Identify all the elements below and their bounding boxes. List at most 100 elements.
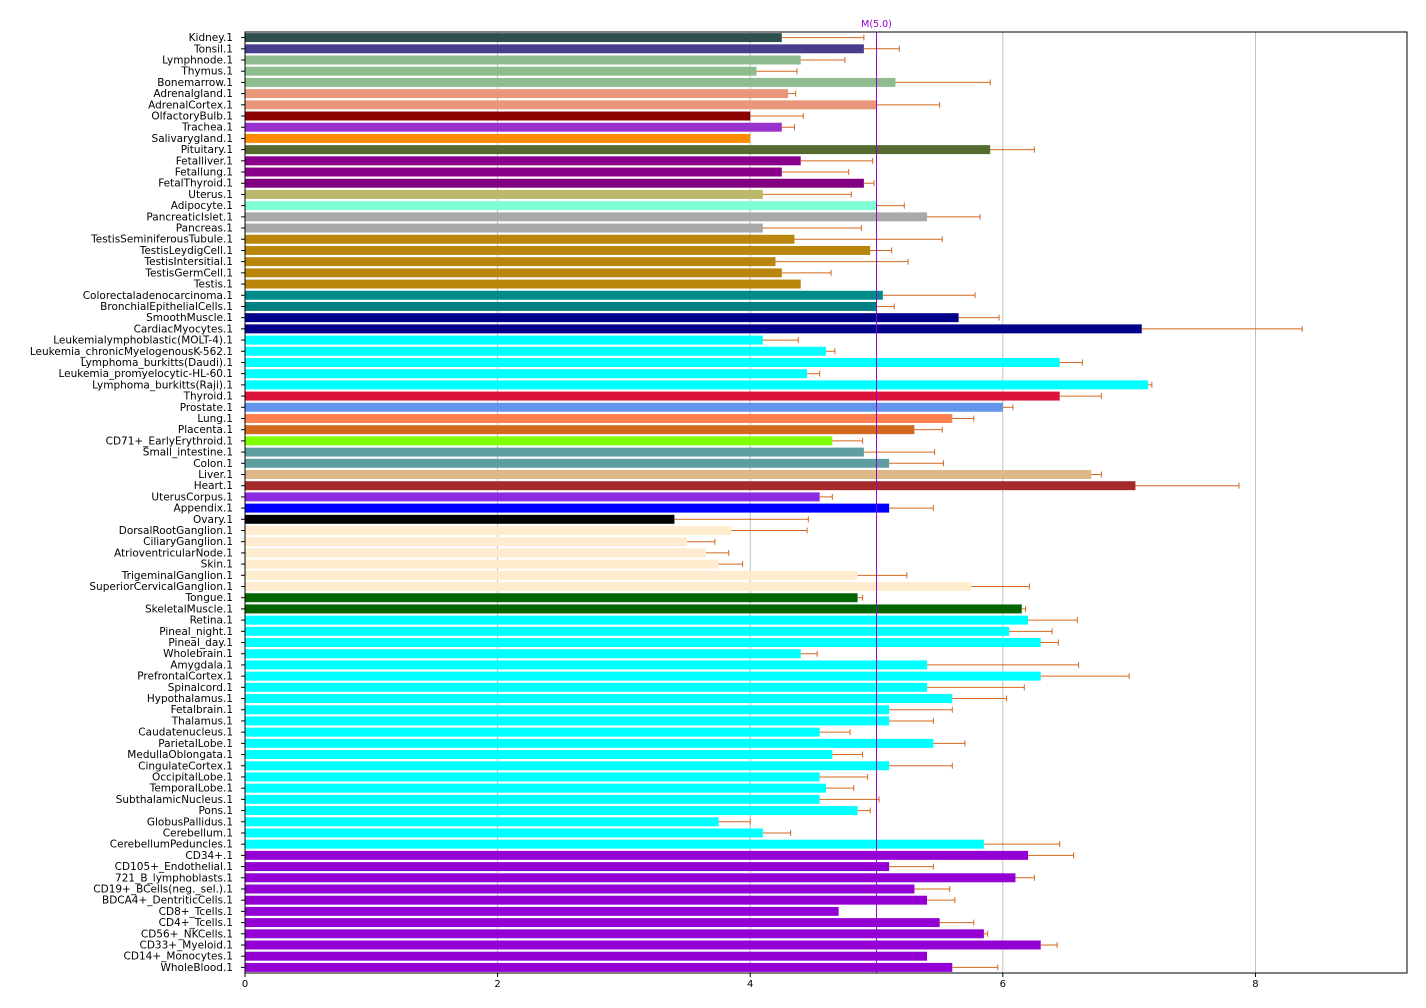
- bar: [245, 716, 890, 726]
- category-label: CD105+_Endothelial.1: [115, 861, 233, 873]
- category-label: CardiacMyocytes.1: [134, 323, 233, 335]
- category-label: DorsalRootGanglion.1: [119, 525, 233, 537]
- bar: [245, 604, 1022, 614]
- category-label: Leukemia_chronicMyelogenousK-562.1: [30, 346, 233, 358]
- category-label: CD34+.1: [185, 850, 233, 862]
- category-label: TestisIntersitial.1: [143, 256, 233, 268]
- bar: [245, 133, 751, 143]
- bar: [245, 671, 1041, 681]
- category-label: Thymus.1: [180, 66, 233, 78]
- bar: [245, 638, 1041, 648]
- bar: [245, 929, 984, 939]
- category-label: TestisSeminiferousTubule.1: [90, 234, 233, 246]
- category-label: GlobusPallidus.1: [147, 816, 233, 828]
- bar: [245, 951, 928, 961]
- category-label: PrefrontalCortex.1: [137, 671, 233, 683]
- bar: [245, 682, 928, 692]
- category-label: Testis.1: [193, 279, 233, 291]
- category-label: CD4+_Tcells.1: [159, 917, 233, 929]
- category-label: CiliaryGanglion.1: [143, 536, 233, 548]
- category-label: SubthalamicNucleus.1: [116, 794, 233, 806]
- bar: [245, 89, 789, 99]
- category-label: CD14+_Monocytes.1: [124, 951, 233, 963]
- category-label: Trachea.1: [181, 122, 233, 134]
- category-label: Skin.1: [201, 559, 233, 571]
- category-label: Hypothalamus.1: [147, 693, 233, 705]
- category-label: OlfactoryBulb.1: [151, 111, 233, 123]
- category-label: CD8+_Tcells.1: [159, 906, 233, 918]
- category-label: Amygdala.1: [170, 659, 233, 671]
- category-label: Liver.1: [198, 469, 233, 481]
- category-label: PancreaticIslet.1: [146, 211, 233, 223]
- bar: [245, 391, 1060, 401]
- bar: [245, 817, 719, 827]
- bar: [245, 526, 732, 535]
- bar: [245, 783, 826, 793]
- bar: [245, 436, 833, 446]
- category-label: Tonsil.1: [193, 43, 233, 55]
- bar: [245, 201, 877, 211]
- category-label: Heart.1: [194, 480, 233, 492]
- category-label: Pons.1: [198, 805, 233, 817]
- bar: [245, 559, 719, 569]
- bar: [245, 705, 890, 715]
- bar: [245, 481, 1136, 491]
- bar: [245, 156, 801, 166]
- category-label: Adrenalgland.1: [153, 88, 233, 100]
- category-label: Lung.1: [197, 413, 233, 425]
- bar: [245, 828, 763, 838]
- bar: [245, 223, 763, 233]
- category-label: Kidney.1: [189, 32, 233, 44]
- x-tick-label: 6: [1000, 979, 1006, 990]
- category-label: Pituitary.1: [181, 144, 233, 156]
- bar: [245, 940, 1041, 950]
- bar: [245, 77, 896, 87]
- bar: [245, 492, 820, 502]
- category-label: Pineal_day.1: [168, 637, 233, 649]
- x-tick-label: 8: [1252, 979, 1258, 990]
- bar: [245, 873, 1016, 883]
- category-label: Spinalcord.1: [168, 682, 233, 694]
- category-label: Salivarygland.1: [152, 133, 233, 145]
- category-label: Lymphoma_burkitts(Daudi).1: [81, 357, 233, 369]
- bar: [245, 761, 890, 771]
- bar: [245, 582, 972, 591]
- bar: [245, 257, 776, 267]
- category-label: Colon.1: [193, 458, 233, 470]
- bar: [245, 470, 1092, 479]
- bar: [245, 962, 953, 972]
- bar: [245, 906, 839, 916]
- bar: [245, 727, 820, 737]
- category-label: CingulateCortex.1: [138, 760, 233, 772]
- bar: [245, 335, 763, 345]
- bar: [245, 313, 959, 323]
- bars: [245, 33, 1149, 972]
- bar: [245, 212, 928, 222]
- bar: [245, 649, 801, 659]
- category-label: Leukemia_promyelocytic-HL-60.1: [58, 368, 233, 380]
- bar: [245, 324, 1142, 334]
- bar: [245, 100, 877, 110]
- category-label: Adipocyte.1: [171, 200, 233, 212]
- bar: [245, 346, 826, 356]
- bar: [245, 570, 858, 580]
- bar: [245, 806, 858, 816]
- bar: [245, 772, 820, 782]
- bar: [245, 380, 1149, 390]
- category-label: Fetalbrain.1: [171, 704, 233, 716]
- category-label: Leukemialymphoblastic(MOLT-4).1: [53, 335, 233, 347]
- bar: [245, 794, 820, 804]
- bar: [245, 895, 928, 905]
- category-label: AtrioventricularNode.1: [114, 547, 233, 559]
- bar: [245, 301, 877, 311]
- bar: [245, 615, 1029, 625]
- bar: [245, 33, 782, 43]
- bar: [245, 660, 928, 670]
- bar: [245, 626, 1010, 636]
- bar: [245, 122, 782, 132]
- category-label: Wholebrain.1: [163, 648, 233, 660]
- category-label: Lymphnode.1: [162, 55, 233, 67]
- bar: [245, 425, 915, 435]
- category-label: UterusCorpus.1: [151, 491, 233, 503]
